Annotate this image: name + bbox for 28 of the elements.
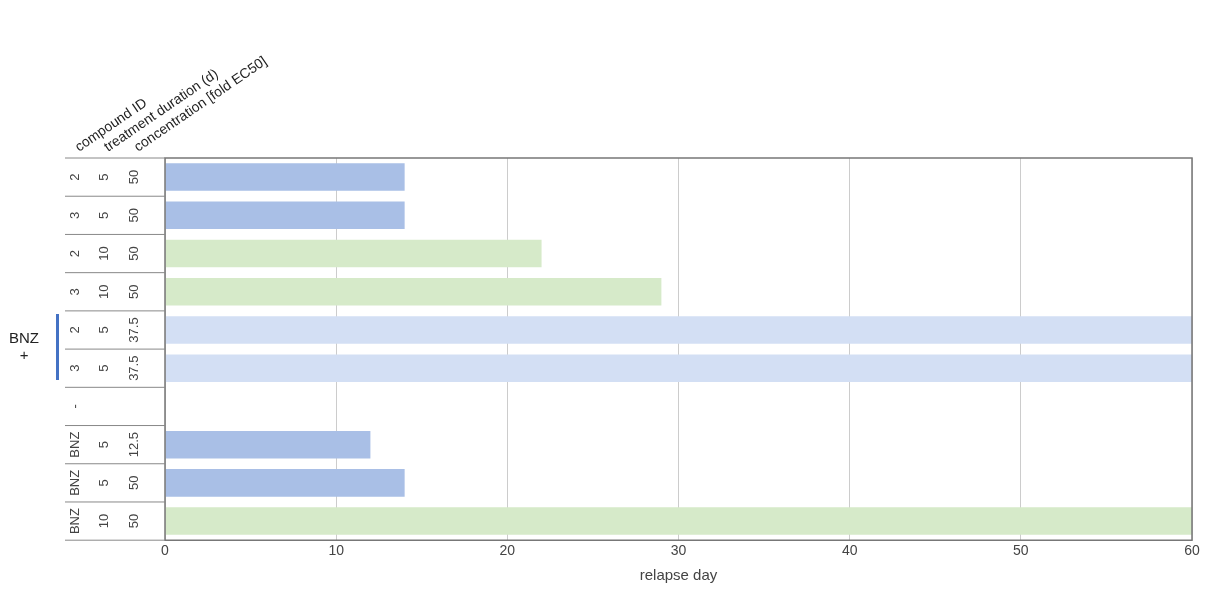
y-tick-label: - bbox=[66, 404, 82, 409]
y-tick-label: 3 10 50 bbox=[66, 284, 141, 299]
text: BNZ + bbox=[9, 329, 39, 363]
x-tick-label: 40 bbox=[841, 542, 858, 559]
x-axis-title: relapse day bbox=[639, 566, 718, 584]
y-tick-label: 3 5 37.5 bbox=[66, 355, 141, 381]
bar bbox=[165, 163, 405, 191]
bar bbox=[165, 354, 1192, 382]
y-tick-label: BNZ 5 12.5 bbox=[66, 431, 141, 458]
bar bbox=[165, 430, 371, 459]
x-tick-label: 50 bbox=[1013, 542, 1029, 559]
bar bbox=[165, 316, 1192, 344]
x-tick-label: 20 bbox=[499, 542, 516, 559]
x-tick-label: 60 bbox=[1184, 542, 1200, 559]
x-tick-label: 0 bbox=[161, 542, 170, 559]
y-tick-label: 2 5 50 bbox=[66, 169, 141, 185]
y-tick-label: 3 5 50 bbox=[66, 208, 141, 223]
y-tick-label: 2 10 50 bbox=[66, 246, 141, 261]
y-tick-label: BNZ 10 50 bbox=[66, 508, 141, 535]
bar bbox=[165, 469, 405, 497]
x-tick-label: 10 bbox=[328, 542, 345, 559]
bar bbox=[165, 278, 662, 306]
x-tick-label: 30 bbox=[670, 542, 687, 559]
y-tick-label: BNZ 5 50 bbox=[66, 469, 141, 496]
bar bbox=[165, 507, 1192, 535]
y-tick-label: 2 5 37.5 bbox=[66, 317, 141, 343]
bar bbox=[165, 239, 542, 268]
bar bbox=[165, 201, 405, 230]
